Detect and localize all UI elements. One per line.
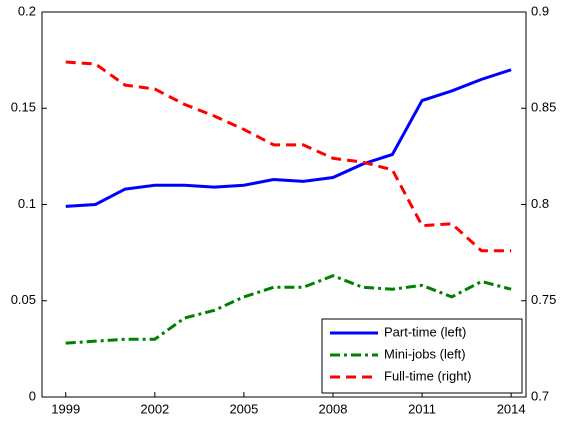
x-tick-label: 2002 — [140, 401, 169, 416]
y-tick-label: 0.15 — [11, 100, 36, 115]
legend-label: Mini-jobs (left) — [384, 346, 466, 361]
y2-tick-label: 0.8 — [531, 196, 549, 211]
y2-tick-label: 0.7 — [531, 388, 549, 403]
x-tick-label: 2005 — [229, 401, 258, 416]
legend-label: Full-time (right) — [384, 368, 471, 383]
x-tick-label: 1999 — [51, 401, 80, 416]
series-line — [65, 68, 512, 208]
x-tick-label: 2011 — [408, 401, 436, 416]
y-tick-label: 0.1 — [18, 196, 36, 211]
series-line — [65, 60, 512, 253]
series-line — [65, 274, 512, 345]
y-tick-label: 0.2 — [18, 3, 36, 18]
x-tick-label: 2014 — [497, 401, 526, 416]
legend-label: Part-time (left) — [384, 324, 466, 339]
y-tick-label: 0 — [29, 388, 36, 403]
y2-tick-label: 0.9 — [531, 3, 549, 18]
x-tick-label: 2008 — [319, 401, 348, 416]
y2-tick-label: 0.85 — [531, 100, 556, 115]
y2-tick-label: 0.75 — [531, 292, 556, 307]
y-tick-label: 0.05 — [11, 292, 36, 307]
